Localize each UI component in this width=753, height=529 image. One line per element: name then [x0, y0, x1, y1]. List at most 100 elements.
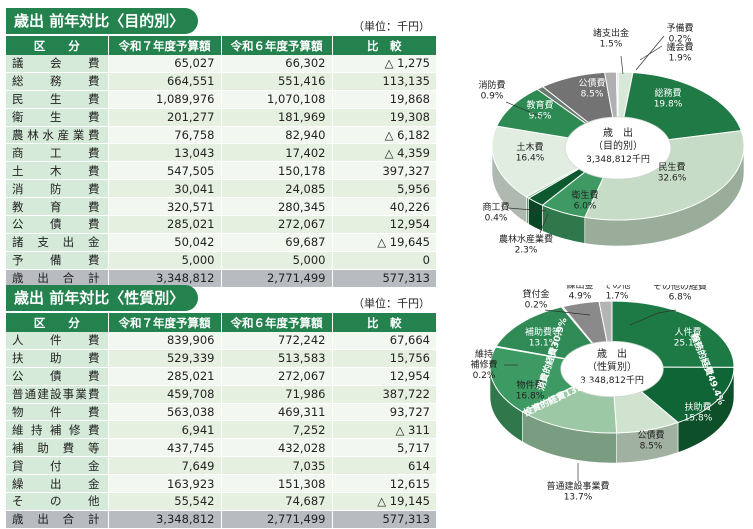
slice-label: 繰出金: [566, 285, 593, 291]
slice-label: 13.7%: [564, 493, 593, 503]
cell-category: 民生費: [6, 90, 108, 108]
cell-r7: 5,000: [108, 251, 221, 269]
cell-diff: 40,226: [332, 198, 436, 216]
cell-r7: 285,021: [108, 216, 221, 234]
slice-label: 補修費: [470, 359, 497, 371]
center-label: 歳 出: [603, 126, 633, 139]
slice-label: 予備費: [666, 22, 693, 34]
cell-diff: 67,664: [332, 332, 436, 349]
slice-label: 0.4%: [485, 214, 508, 224]
center-label: 3,348,812千円: [586, 154, 650, 165]
cell-diff: 5,956: [332, 180, 436, 198]
center-label: （目的別）: [593, 139, 643, 152]
purpose-pie-svg: 歳 出（目的別）3,348,812千円議会費1.9%総務費19.8%民生費32.…: [440, 18, 753, 280]
slice-label: 農林水産業費: [499, 233, 553, 245]
cell-r7: 30,041: [108, 180, 221, 198]
cell-r6: 74,687: [221, 493, 332, 511]
cell-diff: △ 4,359: [332, 144, 436, 162]
slice-label: 1.7%: [606, 292, 629, 302]
cell-r7: 6,941: [108, 421, 221, 439]
cell-r7: 13,043: [108, 144, 221, 162]
col-header-diff: 比 較: [332, 313, 436, 332]
col-header-diff: 比 較: [332, 36, 436, 55]
cell-category: 土木費: [6, 162, 108, 180]
slice-label: 民生費: [658, 161, 685, 173]
cell-diff: △ 19,145: [332, 493, 436, 511]
cell-diff: 397,327: [332, 162, 436, 180]
col-header-r7: 令和７年度予算額: [108, 313, 221, 332]
cell-category: 扶助費: [6, 349, 108, 367]
other-expense-label: 6.8%: [669, 293, 692, 303]
cell-diff: 5,717: [332, 439, 436, 457]
cell-r6: 151,308: [221, 475, 332, 493]
slice-label: 土木費: [516, 141, 543, 153]
slice-label: 16.4%: [516, 154, 545, 164]
slice-label: 0.2%: [473, 371, 496, 381]
slice-label: 1.9%: [669, 54, 692, 64]
section-header: 歳出 前年対比〈性質別〉 （単位：千円）: [6, 285, 436, 313]
cell-r7: 459,708: [108, 385, 221, 403]
total-r7: 3,348,812: [108, 510, 221, 528]
nature-pie-svg: 歳 出（性質別）3,348,812千円人件費25.1%扶助費15.8%公債費8.…: [440, 285, 753, 515]
cell-r7: 50,042: [108, 233, 221, 251]
cell-category: 衛生費: [6, 108, 108, 126]
cell-category: 人件費: [6, 332, 108, 349]
cell-diff: 19,308: [332, 108, 436, 126]
slice-label: 1.5%: [600, 40, 623, 50]
nature-section: 歳出 前年対比〈性質別〉 （単位：千円） 区 分 令和７年度予算額 令和６年度予…: [6, 285, 436, 529]
cell-diff: 12,954: [332, 216, 436, 234]
cell-category: 諸支出金: [6, 233, 108, 251]
leader-line: [640, 46, 662, 60]
cell-r6: 772,242: [221, 332, 332, 349]
unit-label: （単位：千円）: [353, 18, 430, 34]
cell-diff: 12,954: [332, 367, 436, 385]
unit-label: （単位：千円）: [353, 295, 430, 311]
cell-r6: 17,402: [221, 144, 332, 162]
cell-category: 農林水産業費: [6, 126, 108, 144]
slice-label: 8.5%: [581, 90, 604, 100]
cell-r6: 24,085: [221, 180, 332, 198]
cell-r7: 547,505: [108, 162, 221, 180]
cell-r7: 664,551: [108, 72, 221, 90]
slice-label: 15.8%: [684, 414, 713, 424]
cell-category: 貸付金: [6, 457, 108, 475]
purpose-section: 歳出 前年対比〈目的別〉 （単位：千円） 区 分 令和７年度予算額 令和６年度予…: [6, 8, 436, 288]
cell-r6: 272,067: [221, 216, 332, 234]
cell-diff: 12,615: [332, 475, 436, 493]
section-header: 歳出 前年対比〈目的別〉 （単位：千円）: [6, 8, 436, 36]
cell-r6: 66,302: [221, 55, 332, 72]
cell-diff: 614: [332, 457, 436, 475]
cell-r6: 513,583: [221, 349, 332, 367]
section-title: 歳出 前年対比〈性質別〉: [6, 285, 198, 311]
slice-label: 衛生費: [571, 189, 598, 201]
cell-r7: 1,089,976: [108, 90, 221, 108]
slice-label: 商工費: [482, 201, 509, 213]
total-diff: 577,313: [332, 510, 436, 528]
cell-diff: 113,135: [332, 72, 436, 90]
cell-category: 普通建設事業費: [6, 385, 108, 403]
slice-label: 普通建設事業費: [546, 480, 609, 492]
cell-diff: △ 19,645: [332, 233, 436, 251]
cell-r6: 551,416: [221, 72, 332, 90]
cell-r7: 437,745: [108, 439, 221, 457]
slice-label: 教育費: [526, 99, 553, 111]
cell-diff: 15,756: [332, 349, 436, 367]
cell-r6: 280,345: [221, 198, 332, 216]
cell-r7: 163,923: [108, 475, 221, 493]
slice-label: 0.2%: [525, 301, 548, 311]
center-label: 歳 出: [597, 347, 627, 360]
cell-r6: 71,986: [221, 385, 332, 403]
